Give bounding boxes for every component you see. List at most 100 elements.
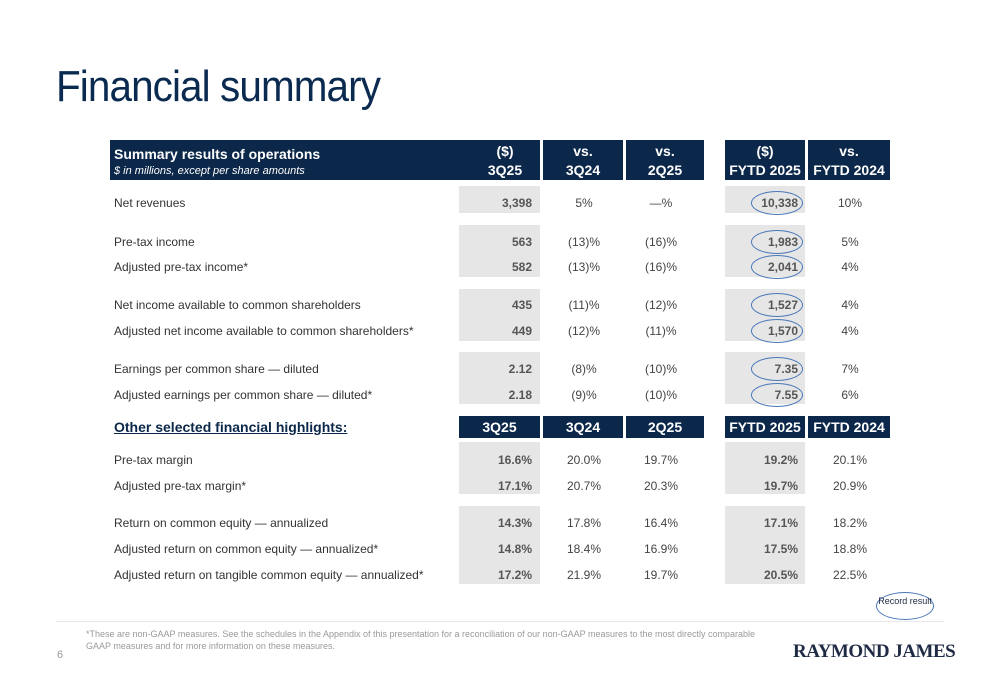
value-fytd-2025: 19.2% (763, 453, 798, 467)
value-vs-2q25: (16)% (644, 235, 677, 249)
col5-header-top: vs. (839, 143, 859, 159)
col4-header-top: ($) (756, 143, 774, 159)
value-vs-2q25: (12)% (644, 298, 677, 312)
shade-highlights-3q25-b (459, 506, 540, 584)
record-highlight-oval (751, 383, 803, 407)
row-label: Earnings per common share — diluted (114, 362, 319, 376)
value-vs-3q24: (13)% (567, 235, 600, 249)
value-2q25: 19.7% (643, 568, 679, 582)
value-vs-2q25: (11)% (645, 324, 677, 338)
value-3q25: 17.2% (497, 568, 532, 582)
value-vs-3q24: 5% (575, 196, 593, 210)
row-label: Adjusted return on common equity — annua… (114, 542, 379, 556)
record-highlight-oval (751, 319, 803, 343)
value-fytd-2024: 22.5% (832, 568, 868, 582)
value-vs-fytd-2024: 4% (841, 260, 859, 274)
value-vs-fytd-2024: 10% (837, 196, 863, 210)
header-bar-col3 (626, 140, 704, 180)
footer-divider (56, 621, 944, 622)
value-vs-3q24: (11)% (568, 298, 600, 312)
col5-header-bottom: FYTD 2024 (813, 162, 885, 178)
value-fytd-2025: 17.1% (763, 516, 798, 530)
highlights-col-fytd-2025: FYTD 2025 (725, 416, 805, 438)
section-title: Summary results of operations (114, 146, 321, 162)
col4-header-bottom: FYTD 2025 (729, 162, 801, 178)
value-fytd-2025: 20.5% (763, 568, 798, 582)
row-label: Adjusted pre-tax income* (114, 260, 249, 274)
value-vs-fytd-2024: 4% (841, 324, 859, 338)
col2-header-top: vs. (573, 143, 593, 159)
shade-highlights-fytd-b (725, 506, 805, 584)
record-highlight-oval (751, 255, 803, 279)
highlights-col-3q25: 3Q25 (459, 416, 540, 438)
value-vs-3q24: (12)% (567, 324, 600, 338)
record-highlight-oval (751, 357, 803, 381)
col3-header-bottom: 2Q25 (647, 162, 683, 178)
value-fytd-2025: 19.7% (763, 479, 798, 493)
value-3q25: 449 (511, 324, 532, 338)
row-label: Return on common equity — annualized (114, 516, 329, 530)
value-3q25: 3,398 (501, 196, 532, 210)
value-fytd-2025: 17.5% (763, 542, 798, 556)
value-fytd-2024: 18.2% (832, 516, 868, 530)
shade-highlights-fytd-a (725, 442, 805, 494)
col1-header-top: ($) (496, 143, 514, 159)
record-highlight-oval (751, 293, 803, 317)
row-label: Adjusted return on tangible common equit… (114, 568, 424, 582)
page-number: 6 (57, 649, 64, 661)
value-2q25: 19.7% (643, 453, 679, 467)
value-3q25: 435 (511, 298, 532, 312)
row-label: Pre-tax income (114, 235, 195, 249)
value-3q24: 20.7% (566, 479, 602, 493)
value-3q24: 17.8% (566, 516, 602, 530)
value-fytd-2024: 18.8% (832, 542, 868, 556)
record-highlight-oval (751, 191, 803, 215)
shade-3q25-group1 (459, 186, 540, 213)
value-vs-3q24: (9)% (571, 388, 597, 402)
value-3q25: 14.3% (497, 516, 532, 530)
highlights-col-2q25: 2Q25 (626, 416, 704, 438)
highlights-title: Other selected financial highlights: (114, 419, 348, 435)
value-2q25: 16.9% (643, 542, 679, 556)
value-vs-2q25: (10)% (644, 362, 677, 376)
value-vs-2q25: (16)% (644, 260, 677, 274)
value-2q25: 20.3% (643, 479, 679, 493)
value-3q25: 16.6% (497, 453, 532, 467)
row-label: Adjusted earnings per common share — dil… (114, 388, 373, 402)
shade-3q25-group3 (459, 289, 540, 341)
row-label: Adjusted pre-tax margin* (114, 479, 247, 493)
header-bar-col2 (543, 140, 623, 180)
section-subtitle: $ in millions, except per share amounts (114, 165, 305, 177)
col2-header-bottom: 3Q24 (565, 162, 601, 178)
value-fytd-2024: 20.9% (832, 479, 868, 493)
page-title: Financial summary (56, 62, 381, 111)
value-2q25: 16.4% (643, 516, 679, 530)
value-vs-fytd-2024: 7% (841, 362, 859, 376)
col3-header-top: vs. (655, 143, 675, 159)
value-3q25: 2.18 (508, 388, 532, 402)
value-fytd-2024: 20.1% (832, 453, 868, 467)
value-3q25: 2.12 (508, 362, 532, 376)
shade-3q25-group4 (459, 352, 540, 404)
value-vs-fytd-2024: 6% (841, 388, 859, 402)
header-bar-col4 (725, 140, 805, 180)
row-label: Net revenues (114, 196, 186, 210)
value-3q24: 18.4% (566, 542, 602, 556)
row-label: Net income available to common sharehold… (114, 298, 361, 312)
col1-header-bottom: 3Q25 (487, 162, 523, 178)
value-vs-2q25: (10)% (644, 388, 677, 402)
header-bar-main (110, 140, 540, 180)
value-3q25: 14.8% (497, 542, 532, 556)
value-3q25: 582 (511, 260, 532, 274)
row-label: Adjusted net income available to common … (114, 324, 414, 338)
row-label: Pre-tax margin (114, 453, 193, 467)
value-vs-fytd-2024: 5% (841, 235, 859, 249)
value-vs-3q24: (8)% (571, 362, 597, 376)
highlights-col-3q24: 3Q24 (543, 416, 623, 438)
highlights-col-fytd-2024: FYTD 2024 (808, 416, 890, 438)
record-highlight-oval (751, 230, 803, 254)
raymond-james-logo: RAYMOND JAMES (793, 641, 956, 662)
value-3q25: 17.1% (497, 479, 532, 493)
value-3q25: 563 (511, 235, 532, 249)
value-vs-3q24: (13)% (567, 260, 600, 274)
